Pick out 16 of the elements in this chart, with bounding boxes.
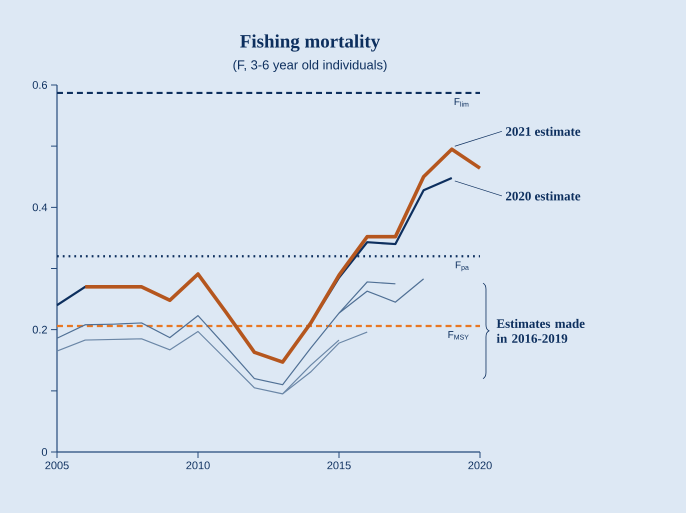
chart-title: Fishing mortality — [240, 34, 380, 52]
y-tick-label: 0.6 — [32, 81, 48, 89]
y-tick-label: 0.4 — [32, 203, 48, 212]
x-tick-label: 2020 — [468, 462, 492, 470]
ref-line-label: F$_{lim}$ — [454, 98, 468, 107]
text: Estimates made in 2016-2019 — [496, 318, 585, 343]
annotation: 2020 estimate — [506, 191, 580, 200]
y-tick-label: 0.2 — [32, 326, 47, 334]
ref-line-label: F$_{MSY}$ — [448, 331, 469, 340]
x-tick-label: 2005 — [45, 462, 69, 470]
y-tick-label: 0 — [42, 448, 48, 456]
ref-line-label: F$_{pa}$ — [456, 261, 469, 272]
x-tick-label: 2015 — [327, 462, 351, 470]
x-tick-label: 2010 — [186, 462, 210, 470]
chart-subtitle: (F, 3-6 year old individuals) — [233, 60, 387, 72]
annotation: 2021 estimate — [506, 126, 580, 136]
